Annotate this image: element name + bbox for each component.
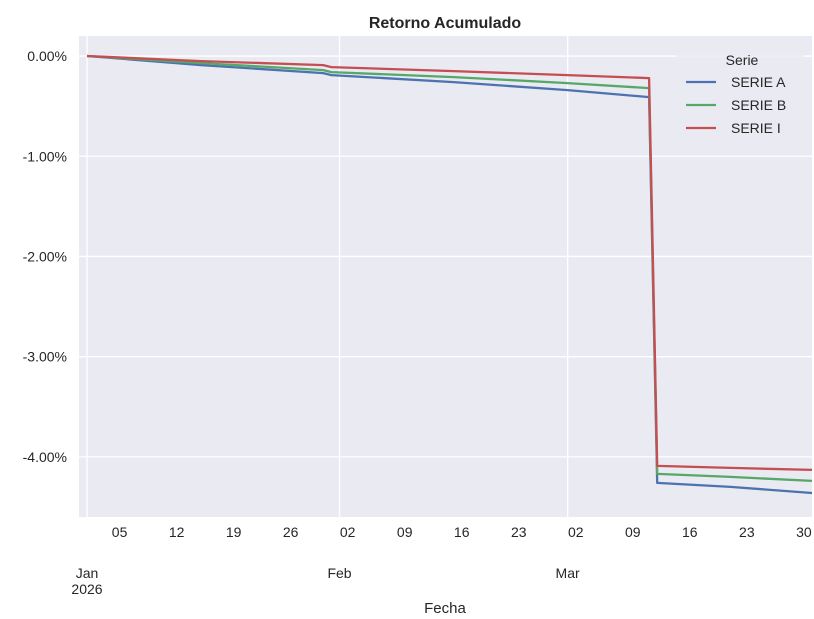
legend-title: Serie bbox=[726, 52, 759, 68]
x-tick-label-major: Feb bbox=[327, 565, 351, 581]
x-tick-label: 02 bbox=[340, 524, 356, 540]
x-tick-label: 16 bbox=[682, 524, 698, 540]
x-tick-label: 19 bbox=[226, 524, 242, 540]
x-axis-label: Fecha bbox=[424, 600, 466, 617]
legend-label: SERIE A bbox=[731, 74, 786, 90]
x-tick-label: 02 bbox=[568, 524, 584, 540]
series-lines bbox=[86, 54, 813, 495]
y-tick-label: -4.00% bbox=[23, 449, 67, 465]
x-tick-label: 09 bbox=[397, 524, 413, 540]
legend: Serie SERIE A SERIE B SERIE I bbox=[676, 42, 804, 140]
legend-entries: SERIE A SERIE B SERIE I bbox=[686, 74, 786, 136]
y-tick-label: 0.00% bbox=[27, 48, 67, 64]
x-tick-label: 23 bbox=[739, 524, 755, 540]
series-line-serie-a bbox=[86, 54, 813, 495]
x-tick-label: 09 bbox=[625, 524, 641, 540]
x-tick-label: 30 bbox=[796, 524, 812, 540]
x-tick-label: 23 bbox=[511, 524, 527, 540]
legend-box bbox=[676, 42, 804, 140]
y-axis-ticks: 0.00% -1.00% -2.00% -3.00% -4.00% bbox=[23, 48, 67, 465]
x-tick-label-major: Jan 2026 bbox=[71, 565, 102, 597]
x-tick-label: 16 bbox=[454, 524, 470, 540]
legend-label: SERIE I bbox=[731, 120, 781, 136]
x-tick-label-major: Mar bbox=[556, 565, 580, 581]
series-line-serie-b bbox=[86, 54, 813, 483]
grid bbox=[79, 36, 812, 517]
x-axis-ticks: Jan 2026 05 12 19 26 Feb 02 09 16 23 Mar 02 09 16 23 30 bbox=[71, 524, 811, 597]
x-tick-label: 26 bbox=[283, 524, 299, 540]
x-tick-label: 05 bbox=[112, 524, 128, 540]
y-tick-label: -1.00% bbox=[23, 148, 67, 164]
y-tick-label: -3.00% bbox=[23, 349, 67, 365]
series-line-serie-i bbox=[86, 54, 813, 472]
legend-label: SERIE B bbox=[731, 97, 786, 113]
chart-title: Retorno Acumulado bbox=[369, 15, 522, 32]
x-tick-label: 12 bbox=[169, 524, 185, 540]
y-tick-label: -2.00% bbox=[23, 248, 67, 264]
